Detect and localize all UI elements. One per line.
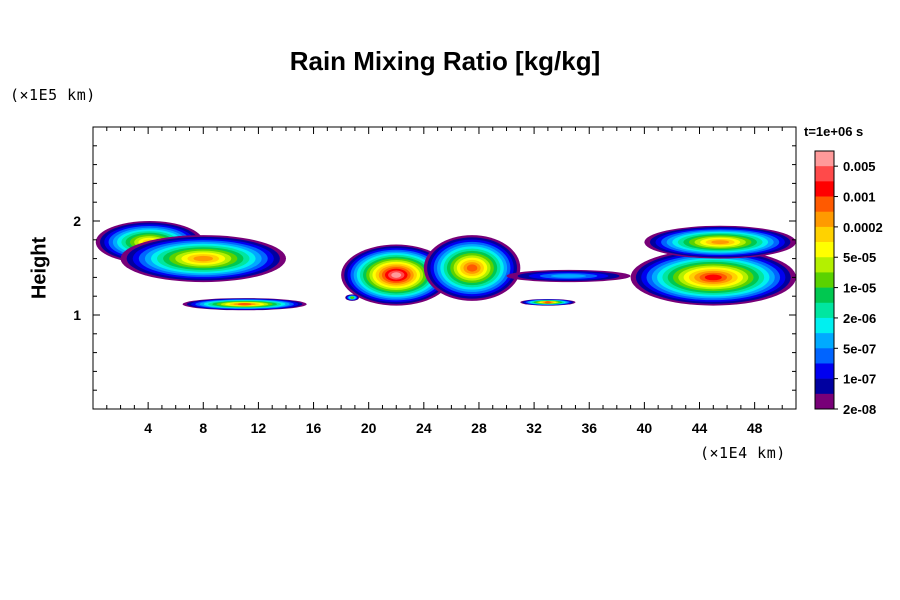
colorbar-label: 2e-06 [843, 311, 876, 326]
chart-title: Rain Mixing Ratio [kg/kg] [289, 46, 601, 76]
plot-frame [92, 126, 797, 410]
contour-level-8 [350, 296, 354, 299]
contour-level-4 [711, 240, 730, 245]
y-axis-unit: (×1E5 km) [10, 86, 96, 104]
x-tick-label: 36 [581, 420, 597, 436]
colorbar-label: 0.001 [843, 190, 876, 205]
colorbar-frame [814, 150, 835, 410]
y-tick-label: 2 [73, 213, 81, 229]
contour-level-2 [704, 274, 722, 281]
contour-level-3 [466, 264, 478, 272]
colorbar-label: 2e-08 [843, 402, 876, 417]
x-tick-label: 40 [637, 420, 653, 436]
contour-level-3 [544, 301, 551, 304]
x-tick-label: 8 [199, 420, 207, 436]
x-tick-label: 16 [306, 420, 322, 436]
colorbar-swatch [815, 272, 834, 288]
x-tick-label: 44 [692, 420, 708, 436]
region-lower-left-cell [182, 298, 307, 311]
colorbar-swatch [815, 317, 834, 334]
region-small-cell-32 [520, 299, 576, 306]
colorbar-label: 1e-07 [843, 372, 876, 387]
colorbar-label: 1e-05 [843, 281, 876, 296]
colorbar-swatch [815, 166, 834, 182]
colorbar-swatch [815, 333, 834, 349]
colorbar-swatch [815, 196, 834, 213]
region-band-left-mid [120, 235, 286, 283]
x-tick-label: 4 [144, 420, 152, 436]
region-thin-band-right [506, 269, 631, 283]
region-right-lower-cell [630, 249, 796, 306]
x-tick-label: 28 [471, 420, 487, 436]
colorbar-swatch [815, 257, 834, 273]
x-tick-label: 32 [526, 420, 542, 436]
colorbar-swatch [815, 151, 834, 167]
colorbar-label: 0.0002 [843, 220, 883, 235]
contour-level-3 [237, 302, 252, 306]
region-center-core [341, 244, 452, 306]
colorbar-swatch [815, 211, 834, 228]
colorbar-swatch [815, 393, 834, 410]
region-small-cell-19 [345, 294, 360, 301]
region-center-right-mass [423, 235, 521, 301]
x-tick-label: 24 [416, 420, 432, 436]
time-label: t=1e+06 s [804, 124, 864, 139]
colorbar-label: 5e-05 [843, 250, 876, 265]
y-tick-label: 1 [73, 307, 81, 323]
colorbar-swatch [815, 363, 834, 379]
colorbar-swatch [815, 287, 834, 304]
colorbar-swatch [815, 226, 834, 243]
contour-level-0 [391, 272, 402, 278]
region-right-upper-cell [644, 225, 796, 259]
colorbar-label: 0.005 [843, 159, 876, 174]
colorbar-swatch [815, 378, 834, 395]
colorbar-swatch [815, 181, 834, 197]
colorbar-swatch [815, 242, 834, 258]
contour-level-4 [193, 255, 214, 262]
colorbar-label: 5e-07 [843, 341, 876, 356]
contour-level-12 [550, 274, 587, 278]
x-tick-label: 12 [251, 420, 267, 436]
colorbar-swatch [815, 302, 834, 319]
x-axis-unit: (×1E4 km) [700, 444, 786, 462]
colorbar-swatch [815, 348, 834, 364]
colorbar: 0.005 0.001 0.0002 5e-05 1e-05 2e-06 5e-07 1e-0… [814, 150, 883, 417]
x-tick-label: 20 [361, 420, 377, 436]
contour-field [95, 221, 796, 311]
x-tick-label: 48 [747, 420, 763, 436]
